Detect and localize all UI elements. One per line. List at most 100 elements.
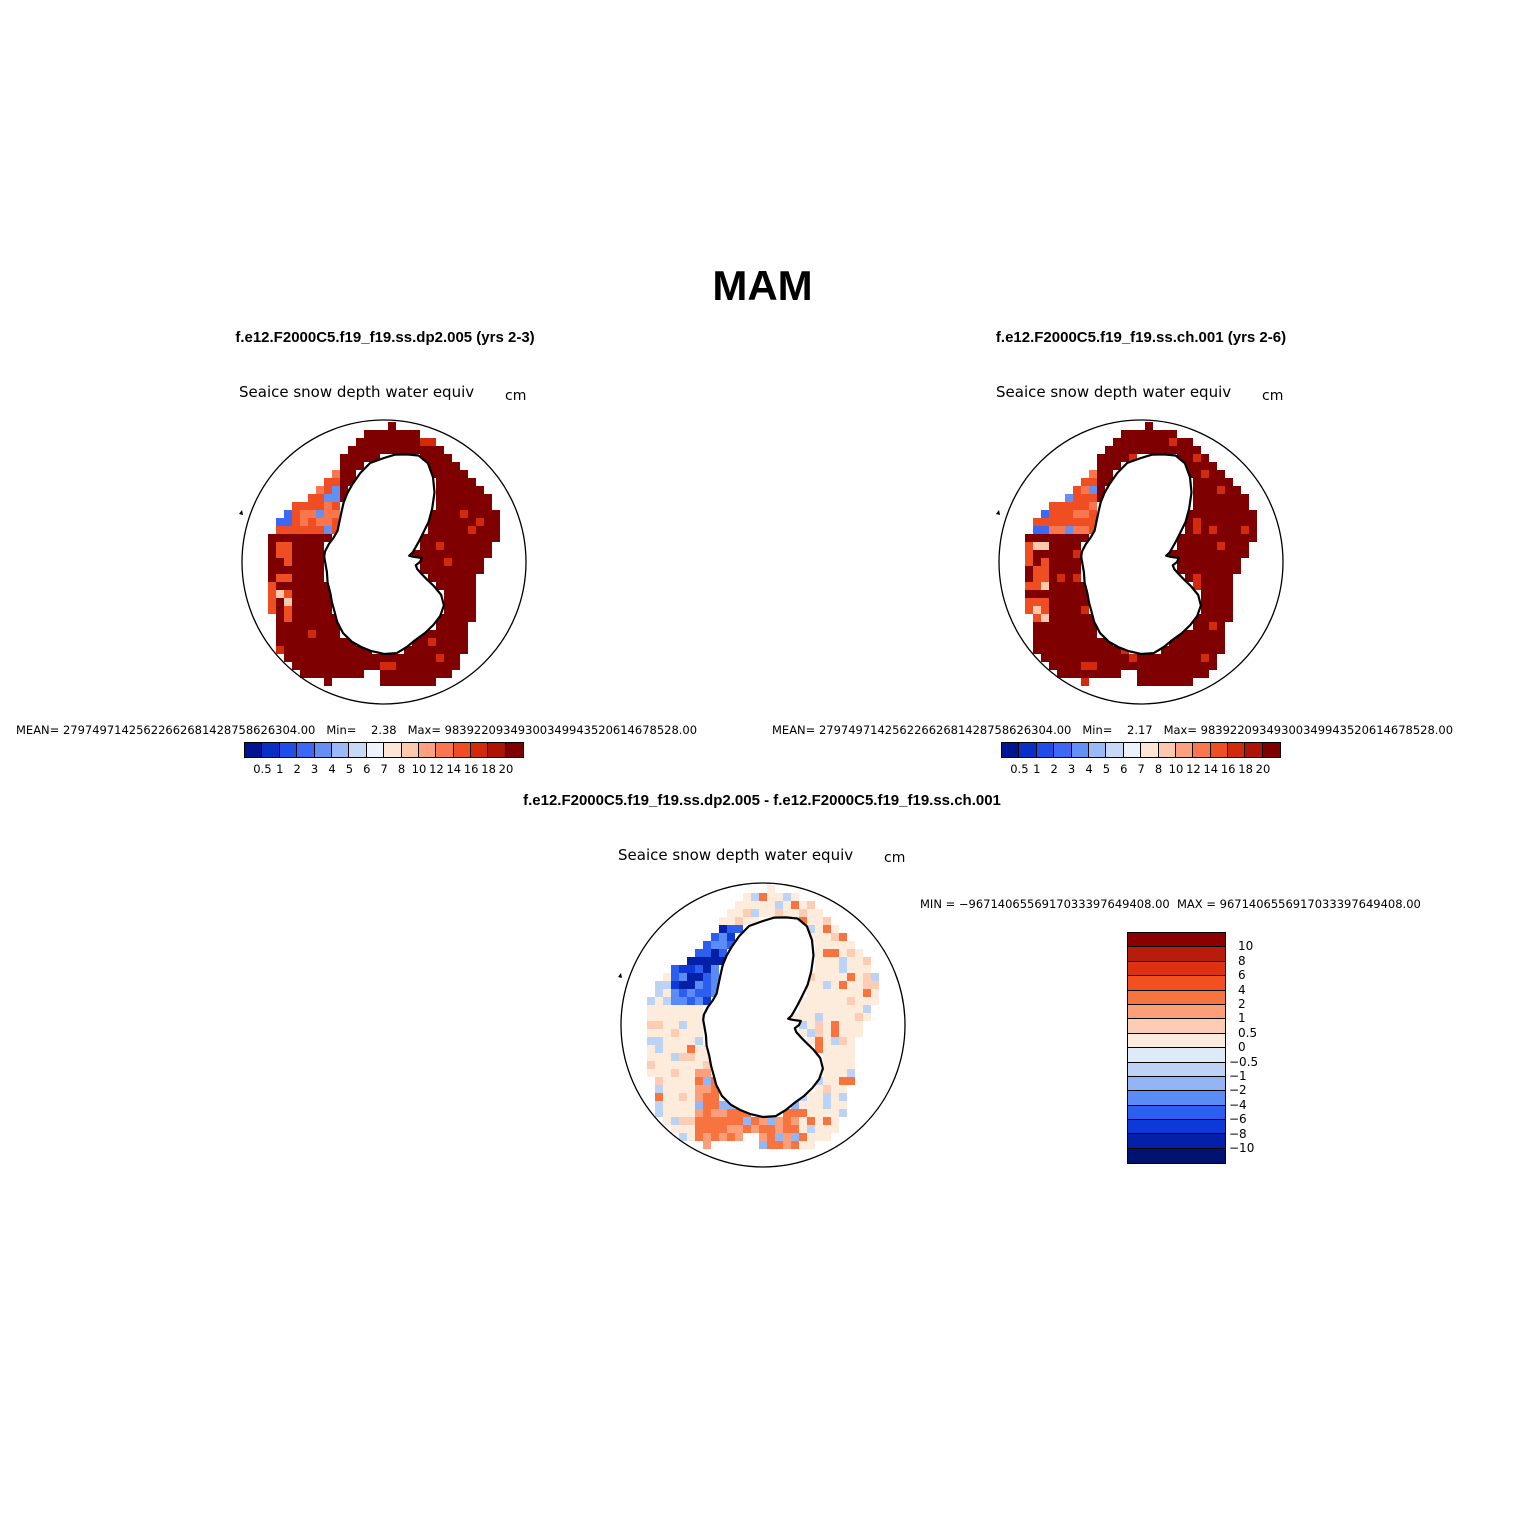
grid-cell: [300, 574, 308, 582]
grid-cell: [1073, 494, 1081, 502]
grid-cell: [1217, 534, 1225, 542]
colorbar-tick-label: 2: [1050, 762, 1058, 776]
grid-cell: [1217, 630, 1225, 638]
grid-cell: [292, 542, 300, 550]
grid-cell: [308, 654, 316, 662]
grid-cell: [679, 997, 687, 1005]
grid-cell: [671, 1085, 679, 1093]
grid-cell: [300, 510, 308, 518]
grid-cell: [847, 973, 855, 981]
colorbar-box: [1071, 743, 1089, 757]
grid-cell: [332, 638, 340, 646]
grid-cell: [1185, 558, 1193, 566]
grid-cell: [1233, 486, 1241, 494]
grid-cell: [436, 662, 444, 670]
grid-cell: [1225, 558, 1233, 566]
grid-cell: [671, 1029, 679, 1037]
grid-cell: [1073, 502, 1081, 510]
grid-cell: [1033, 550, 1041, 558]
grid-cell: [1193, 518, 1201, 526]
grid-cell: [324, 518, 332, 526]
grid-cell: [1049, 502, 1057, 510]
grid-cell: [1073, 518, 1081, 526]
grid-cell: [356, 438, 364, 446]
grid-cell: [1145, 662, 1153, 670]
grid-cell: [348, 470, 356, 478]
grid-cell: [1137, 438, 1145, 446]
grid-cell: [1081, 478, 1089, 486]
grid-cell: [655, 1005, 663, 1013]
grid-cell: [460, 526, 468, 534]
grid-cell: [815, 1085, 823, 1093]
grid-cell: [388, 670, 396, 678]
grid-cell: [444, 638, 452, 646]
grid-cell: [711, 1117, 719, 1125]
grid-cell: [1089, 622, 1097, 630]
grid-cell: [1169, 678, 1177, 686]
grid-cell: [1057, 598, 1065, 606]
grid-cell: [468, 542, 476, 550]
grid-cell: [1193, 462, 1201, 470]
grid-cell: [468, 494, 476, 502]
grid-cell: [276, 526, 284, 534]
grid-cell: [404, 654, 412, 662]
colorbar-tick-label: 0.5: [253, 762, 272, 776]
grid-cell: [759, 893, 767, 901]
grid-cell: [284, 622, 292, 630]
grid-cell: [364, 654, 372, 662]
colorbar-box: [1036, 743, 1055, 757]
grid-cell: [647, 1061, 655, 1069]
grid-cell: [1201, 502, 1209, 510]
grid-cell: [268, 534, 276, 542]
grid-cell: [1153, 446, 1161, 454]
grid-cell: [268, 606, 276, 614]
grid-cell: [695, 1077, 703, 1085]
grid-cell: [308, 494, 316, 502]
grid-cell: [687, 1077, 695, 1085]
colorbar-tick-label: 18: [481, 762, 496, 776]
grid-cell: [655, 1109, 663, 1117]
grid-cell: [703, 1053, 711, 1061]
grid-cell: [711, 1085, 719, 1093]
grid-cell: [436, 542, 444, 550]
grid-cell: [1201, 470, 1209, 478]
grid-cell: [1105, 670, 1113, 678]
grid-cell: [300, 630, 308, 638]
grid-cell: [1201, 574, 1209, 582]
grid-cell: [1113, 462, 1121, 470]
grid-cell: [839, 965, 847, 973]
grid-cell: [324, 662, 332, 670]
grid-cell: [679, 1045, 687, 1053]
grid-cell: [1201, 614, 1209, 622]
grid-cell: [679, 1061, 687, 1069]
greenwich-marker: [618, 973, 622, 978]
grid-cell: [855, 1005, 863, 1013]
grid-cell: [1081, 502, 1089, 510]
grid-cell: [807, 1021, 815, 1029]
grid-cell: [468, 566, 476, 574]
grid-cell: [428, 662, 436, 670]
grid-cell: [1217, 622, 1225, 630]
grid-cell: [743, 1117, 751, 1125]
grid-cell: [735, 1133, 743, 1141]
grid-cell: [292, 614, 300, 622]
grid-cell: [356, 454, 364, 462]
grid-cell: [807, 1133, 815, 1141]
grid-cell: [476, 526, 484, 534]
grid-cell: [412, 638, 420, 646]
colorbar-box: [1128, 1076, 1225, 1092]
grid-cell: [671, 1005, 679, 1013]
grid-cell: [436, 470, 444, 478]
grid-cell: [364, 430, 372, 438]
grid-cell: [452, 622, 460, 630]
grid-cell: [284, 510, 292, 518]
grid-cell: [452, 566, 460, 574]
grid-cell: [484, 494, 492, 502]
grid-cell: [1033, 526, 1041, 534]
grid-cell: [1185, 630, 1193, 638]
grid-cell: [1217, 558, 1225, 566]
grid-cell: [863, 981, 871, 989]
grid-cell: [823, 1125, 831, 1133]
grid-cell: [855, 973, 863, 981]
grid-cell: [1065, 566, 1073, 574]
